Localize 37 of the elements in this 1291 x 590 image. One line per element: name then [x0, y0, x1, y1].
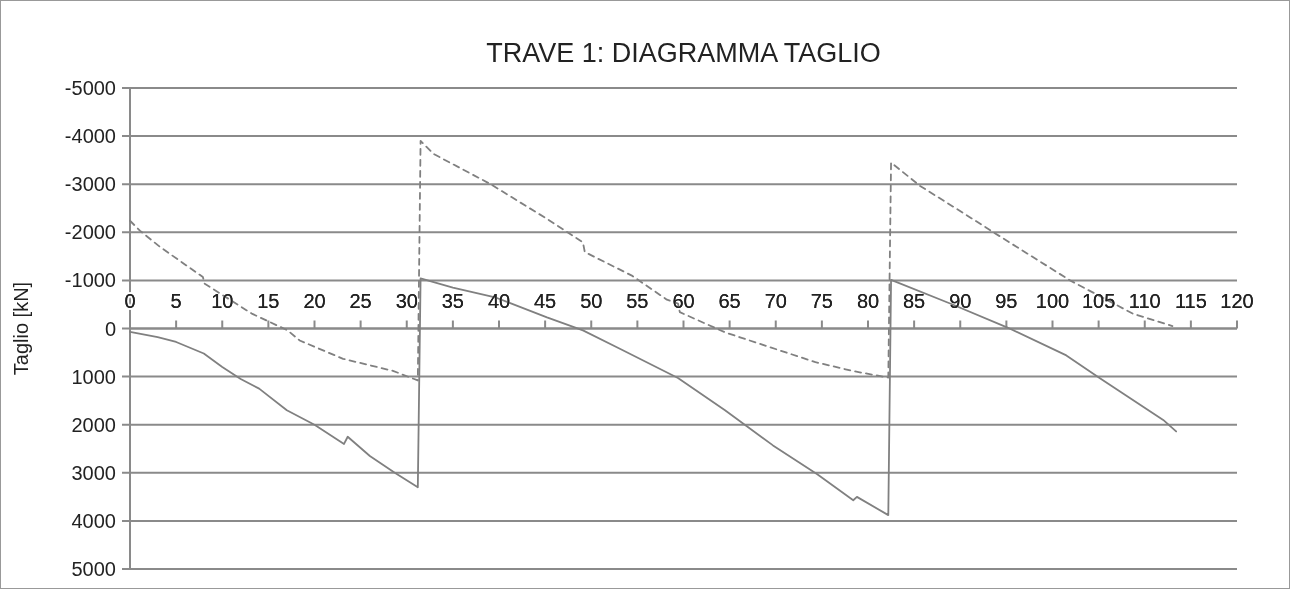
- y-tick-label: 0: [104, 317, 116, 340]
- x-tick-label: 65: [718, 289, 741, 312]
- y-tick-label: 3000: [71, 461, 116, 484]
- x-tick-label: 120: [1220, 289, 1254, 312]
- x-tick-label: 95: [995, 289, 1018, 312]
- y-tick-label: 2000: [71, 413, 116, 436]
- x-tick-label: 80: [856, 289, 880, 312]
- y-tick-label: -1000: [64, 269, 116, 292]
- x-tick-label: 115: [1174, 289, 1207, 312]
- y-axis-title: Taglio [kN]: [10, 281, 32, 376]
- x-tick-label: 25: [349, 289, 372, 312]
- x-tick-label: 5: [170, 289, 182, 312]
- x-tick-label: 60: [672, 289, 695, 312]
- y-tick-label: 5000: [71, 558, 116, 580]
- x-tick-label: 110: [1128, 289, 1161, 312]
- x-tick-label: 85: [903, 289, 926, 312]
- x-tick-label: 20: [303, 289, 326, 312]
- x-tick-label: 55: [626, 289, 649, 312]
- x-tick-label: 105: [1081, 289, 1116, 312]
- x-tick-label: 45: [534, 289, 557, 312]
- x-tick-label: 70: [764, 289, 787, 312]
- y-tick-label: 1000: [71, 365, 116, 388]
- x-tick-label: 90: [949, 289, 972, 312]
- x-tick-label: 30: [395, 289, 418, 312]
- x-tick-label: 35: [441, 289, 464, 312]
- y-tick-label: -5000: [64, 77, 116, 99]
- y-tick-label: -4000: [64, 125, 116, 148]
- x-tick-label: 100: [1035, 289, 1070, 312]
- y-tick-label: 4000: [71, 509, 116, 532]
- x-tick-label: 0: [124, 289, 136, 312]
- x-tick-label: 75: [810, 289, 833, 312]
- y-tick-label: -3000: [64, 173, 116, 196]
- chart-title: TRAVE 1: DIAGRAMMA TAGLIO: [486, 38, 881, 68]
- x-tick-label: 10: [211, 289, 234, 312]
- x-tick-label: 50: [580, 289, 603, 312]
- y-tick-label: -2000: [64, 221, 116, 244]
- x-tick-label: 15: [257, 289, 280, 312]
